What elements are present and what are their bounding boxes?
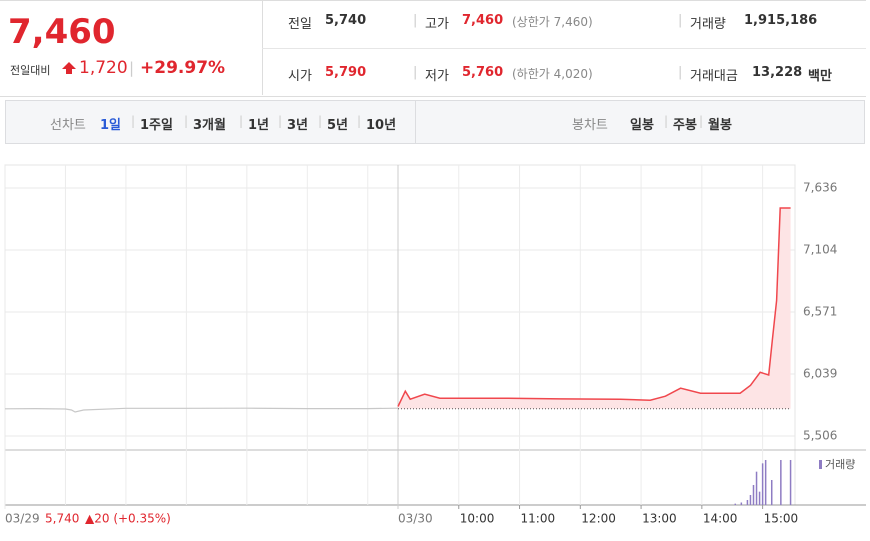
divider [262,48,866,49]
separator: | [678,65,683,80]
y-tick-label: 7,636 [803,181,837,195]
price-line [397,207,791,407]
stat-extra: (상한가 7,460) [512,15,593,29]
stat-value: 1,915,186 [744,13,818,28]
chart: 7,636 7,104 6,571 6,039 5,506 03/29 5,740 ▲20 (… [4,164,866,526]
separator: | [664,114,669,128]
period-tab[interactable]: 3개월 [193,118,226,133]
plot-frame [4,164,796,506]
y-tick-label: 5,506 [803,429,837,443]
separator: | [318,114,323,128]
y-tick-label: 7,104 [803,242,837,256]
stat-label: 거래량 [690,17,726,32]
candle-tab[interactable]: 주봉 [673,118,697,133]
y-tick-label: 6,571 [803,305,837,319]
stat-value: 5,740 [325,13,367,28]
stat-label: 시가 [288,69,312,84]
legend-swatch [819,460,822,469]
separator: | [278,114,283,128]
x-tick-label: 11:00 [521,512,556,526]
separator: | [413,65,418,80]
stat-extra: (하한가 4,020) [512,67,593,81]
separator: | [239,114,244,128]
x-tick-label: 14:00 [703,512,738,526]
change-label: 전일대비 [10,64,51,77]
session-date: 03/30 [398,512,433,526]
period-tab[interactable]: 3년 [287,118,309,133]
legend-label: 거래량 [825,458,855,471]
tab-bar [5,100,865,144]
price-line [4,407,399,413]
period-tab[interactable]: 1년 [248,118,270,133]
prev-close: 5,740 [45,512,79,526]
x-tick-label: 12:00 [581,512,616,526]
x-tick-label: 13:00 [642,512,677,526]
x-tick-label: 15:00 [764,512,799,526]
divider [415,100,416,144]
stat-label: 거래대금 [690,69,738,84]
y-tick-label: 6,039 [803,366,837,380]
separator: | [131,114,136,128]
change-rate: +29.97% [140,58,226,78]
separator: | [699,114,704,128]
separator: | [357,114,362,128]
separator: | [184,114,189,128]
up-arrow [62,62,76,74]
separator: | [413,13,418,28]
period-tab[interactable]: 10년 [366,118,397,133]
stat-value: 13,228 [752,65,803,80]
tab-group-label: 선차트 [50,118,86,133]
stat-label: 전일 [288,17,312,32]
quote-header [0,0,866,97]
x-tick-label: 10:00 [460,512,495,526]
period-tab[interactable]: 1일 [100,118,122,133]
stat-label: 저가 [425,69,449,84]
tab-group-label: 봉차트 [572,118,608,133]
stat-value: 5,760 [462,65,504,80]
separator: | [678,13,683,28]
current-price: 7,460 [8,12,116,52]
stat-label: 고가 [425,17,449,32]
price-area [398,208,791,409]
period-tab[interactable]: 1주일 [140,118,173,133]
separator: | [129,59,135,77]
stat-value: 7,460 [462,13,504,28]
candle-tab[interactable]: 월봉 [708,118,732,133]
stat-value: 5,790 [325,65,367,80]
stat-unit: 백만 [808,69,832,84]
prev-change: ▲20 (+0.35%) [85,512,171,526]
period-tab[interactable]: 5년 [327,118,349,133]
candle-tab[interactable]: 일봉 [630,118,654,133]
divider [262,0,263,95]
change-amount: 1,720 [79,58,128,78]
session-date: 03/29 [5,512,40,526]
